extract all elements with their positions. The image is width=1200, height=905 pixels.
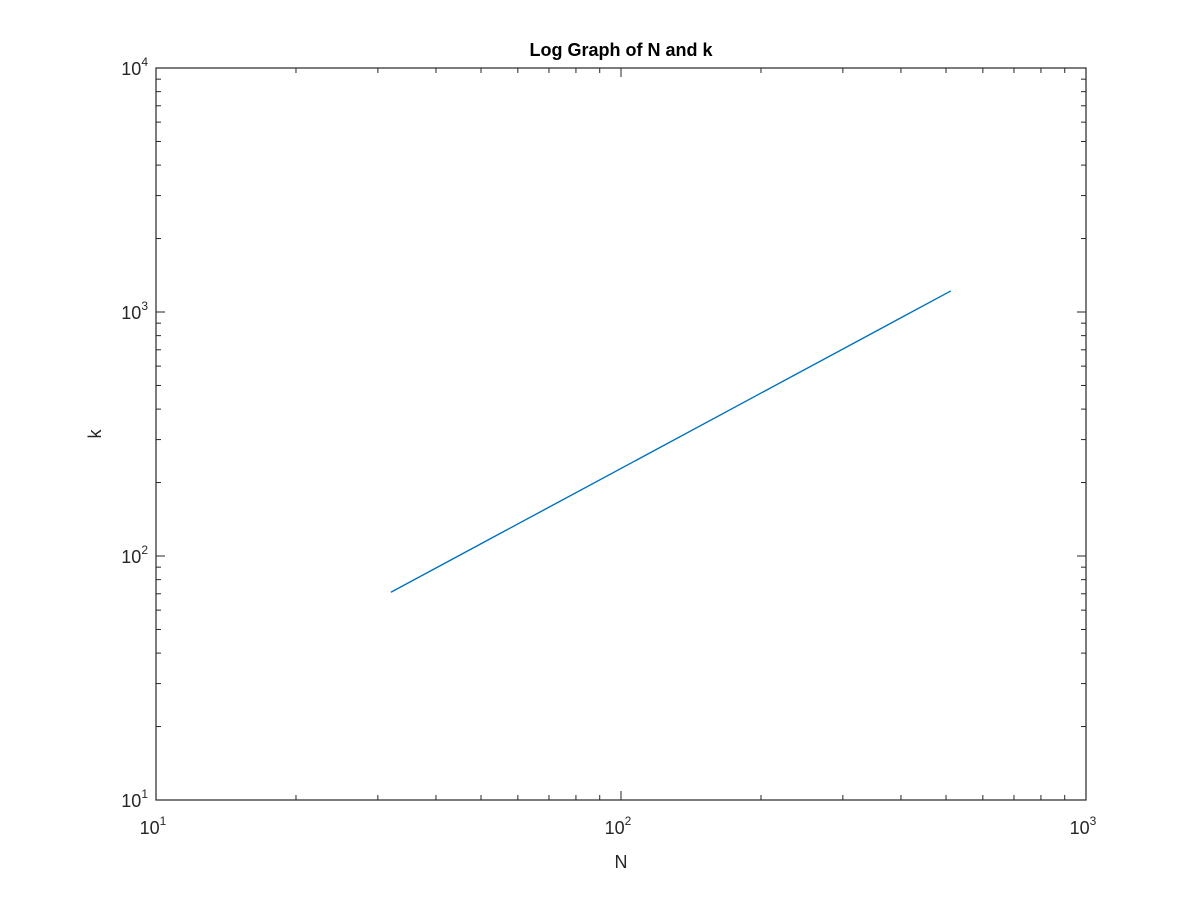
y-tick-labels: 101 102 103 104 [121, 55, 148, 811]
x-tick-labels: 101 102 103 [140, 814, 1097, 838]
y-axis-label: k [85, 429, 105, 439]
series-line-1 [390, 290, 952, 593]
y-tick-label: 103 [121, 299, 148, 323]
plot-box [155, 67, 1087, 801]
x-tick-label: 101 [140, 814, 167, 838]
x-axis-label: N [615, 852, 628, 872]
y-tick-label: 101 [121, 787, 148, 811]
plot-background [156, 68, 1086, 800]
minor-ticks [156, 68, 1086, 800]
x-tick-label: 102 [605, 814, 632, 838]
y-tick-label: 102 [121, 543, 148, 567]
series-layer [390, 290, 952, 593]
y-tick-label: 104 [121, 55, 148, 79]
chart-title: Log Graph of N and k [530, 40, 714, 60]
x-tick-label: 103 [1070, 814, 1097, 838]
